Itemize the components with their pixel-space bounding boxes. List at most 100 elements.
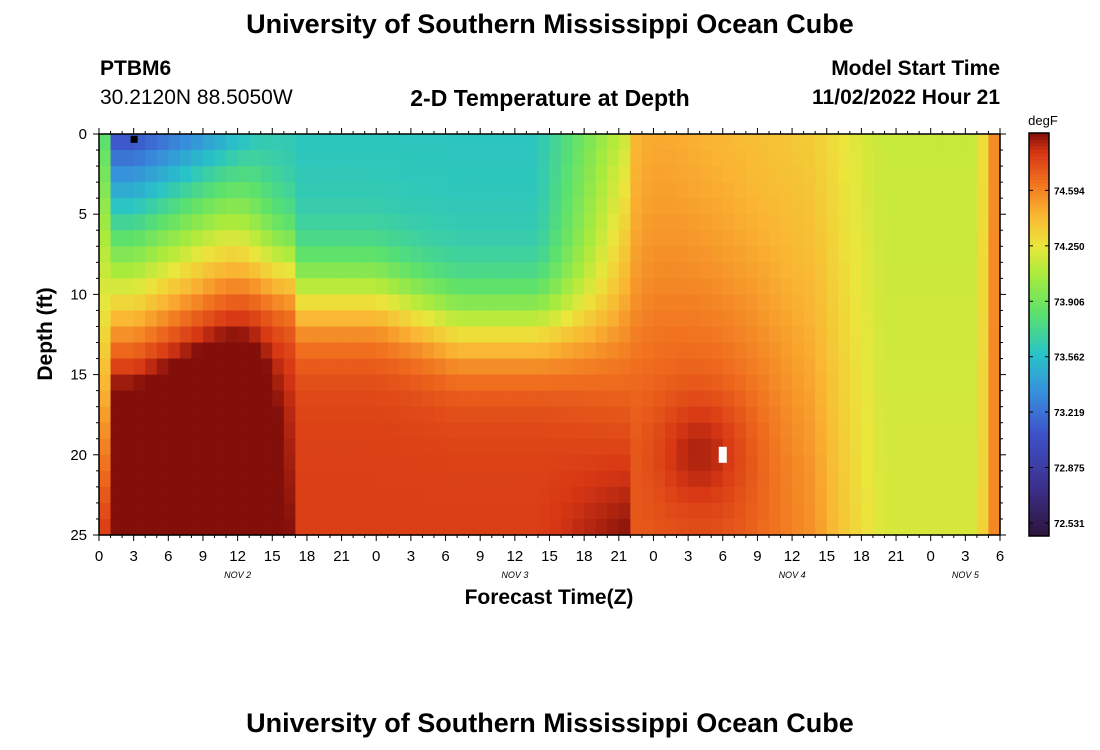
heatmap-cell xyxy=(537,374,551,392)
heatmap-cell xyxy=(688,326,701,344)
heatmap-cell xyxy=(792,374,805,392)
heatmap-cell xyxy=(641,182,655,199)
heatmap-cell xyxy=(468,486,481,504)
heatmap-cell xyxy=(191,358,204,376)
y-tick-label: 0 xyxy=(79,126,87,143)
heatmap-cell xyxy=(514,326,527,344)
heatmap-cell xyxy=(457,278,470,295)
heatmap-cell xyxy=(156,470,169,488)
colorbar-swatch xyxy=(1029,327,1049,332)
x-tick-label: 6 xyxy=(441,548,449,565)
heatmap-cell xyxy=(283,182,296,199)
heatmap-cell xyxy=(514,342,527,360)
heatmap-cell xyxy=(99,278,112,295)
heatmap-cell xyxy=(410,390,424,408)
heatmap-cell xyxy=(295,374,308,392)
heatmap-cell xyxy=(757,390,770,408)
heatmap-cell xyxy=(676,374,689,392)
heatmap-cell xyxy=(122,294,135,312)
heatmap-cell xyxy=(896,246,909,263)
heatmap-cell xyxy=(202,518,216,536)
heatmap-cell xyxy=(468,342,481,360)
heatmap-cell xyxy=(353,262,366,279)
heatmap-cell xyxy=(688,246,701,263)
colorbar-swatch xyxy=(1029,438,1049,443)
heatmap-cell xyxy=(849,454,862,472)
heatmap-cell xyxy=(179,358,193,376)
colorbar-swatch xyxy=(1029,223,1049,228)
heatmap-cell xyxy=(376,310,389,328)
heatmap-cell xyxy=(549,134,562,151)
colorbar-swatch xyxy=(1029,381,1049,386)
heatmap-cell xyxy=(780,422,793,440)
heatmap-cell xyxy=(711,230,724,247)
heatmap-cell xyxy=(976,438,990,456)
heatmap-cell xyxy=(896,294,909,312)
heatmap-cell xyxy=(330,358,343,376)
heatmap-cell xyxy=(99,422,112,440)
heatmap-cell xyxy=(272,310,285,328)
heatmap-cell xyxy=(641,310,655,328)
heatmap-cell xyxy=(826,134,839,151)
heatmap-cell xyxy=(930,230,943,247)
x-tick-label: 18 xyxy=(576,548,593,565)
heatmap-cell xyxy=(514,166,527,183)
heatmap-cell xyxy=(226,294,239,312)
heatmap-cell xyxy=(745,262,759,279)
heatmap-cell xyxy=(872,230,886,247)
heatmap-cell xyxy=(99,374,112,392)
heatmap-cell xyxy=(457,342,470,360)
heatmap-cell xyxy=(896,390,909,408)
colorbar-swatch xyxy=(1029,492,1049,497)
heatmap-cell xyxy=(491,182,504,199)
heatmap-cell xyxy=(641,518,655,536)
heatmap-cell xyxy=(168,150,181,167)
heatmap-cell xyxy=(595,150,608,167)
heatmap-cell xyxy=(445,470,458,488)
heatmap-cell xyxy=(480,150,493,167)
heatmap-cell xyxy=(919,278,932,295)
heatmap-cell xyxy=(214,214,227,231)
heatmap-cell xyxy=(445,246,458,263)
heatmap-cell xyxy=(722,262,735,279)
heatmap-cell xyxy=(306,198,320,215)
heatmap-cell xyxy=(272,406,285,424)
heatmap-cell xyxy=(838,182,851,199)
heatmap-cell xyxy=(607,342,620,360)
heatmap-cell xyxy=(607,182,620,199)
heatmap-cell xyxy=(364,374,377,392)
heatmap-cell xyxy=(745,246,759,263)
heatmap-cell xyxy=(330,182,343,199)
heatmap-cell xyxy=(145,326,158,344)
heatmap-cell xyxy=(699,230,712,247)
heatmap-cell xyxy=(480,406,493,424)
heatmap-cell xyxy=(722,374,735,392)
heatmap-cell xyxy=(433,374,447,392)
heatmap-cell xyxy=(145,406,158,424)
heatmap-cell xyxy=(630,454,643,472)
heatmap-cell xyxy=(133,502,146,520)
heatmap-cell xyxy=(618,406,631,424)
colorbar-swatch xyxy=(1029,163,1049,168)
heatmap-cell xyxy=(283,406,296,424)
colorbar-swatch xyxy=(1029,213,1049,218)
heatmap-cell xyxy=(399,374,412,392)
heatmap-cell xyxy=(295,166,308,183)
heatmap-cell xyxy=(422,470,435,488)
heatmap-cell xyxy=(422,246,435,263)
heatmap-cell xyxy=(641,486,655,504)
heatmap-cell xyxy=(480,198,493,215)
colorbar-swatch xyxy=(1029,220,1049,225)
heatmap-cell xyxy=(306,518,320,536)
heatmap-cell xyxy=(861,214,874,231)
heatmap-cell xyxy=(457,310,470,328)
heatmap-cell xyxy=(457,390,470,408)
heatmap-cell xyxy=(318,182,331,199)
heatmap-cell xyxy=(976,182,990,199)
min-marker xyxy=(130,135,138,143)
heatmap-cell xyxy=(537,326,551,344)
heatmap-cell xyxy=(676,406,689,424)
heatmap-cell xyxy=(572,246,585,263)
colorbar-swatch xyxy=(1029,173,1049,178)
heatmap-cell xyxy=(699,486,712,504)
